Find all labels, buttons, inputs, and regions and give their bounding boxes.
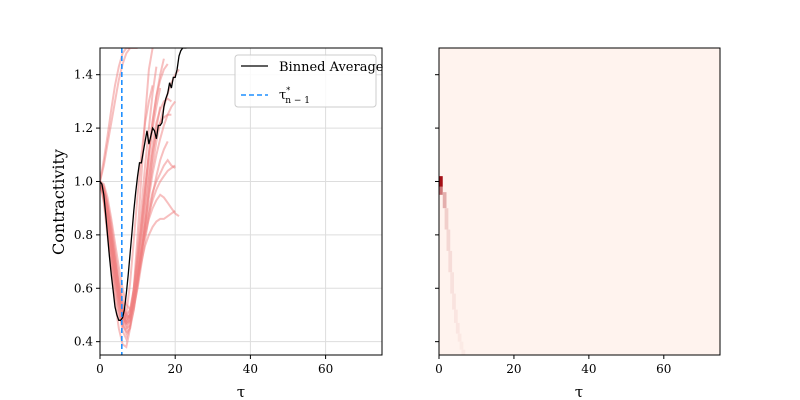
heatmap-cells — [439, 176, 466, 355]
heatmap-cell — [442, 192, 447, 209]
trajectory-line — [100, 97, 172, 323]
right-heatmap-panel: 0 20 40 60 τ — [435, 47, 721, 400]
left-y-axis-label: Contractivity — [49, 149, 68, 255]
heatmap-cell — [444, 208, 449, 230]
heatmap-cell — [453, 309, 458, 323]
right-x-tick-label: 0 — [435, 362, 443, 376]
right-x-ticks: 0 20 40 60 — [435, 355, 671, 376]
left-y-ticks: 0.4 0.6 0.8 1.0 1.2 1.4 — [74, 68, 100, 349]
heatmap-cell — [461, 349, 466, 355]
legend-label-binned-average: Binned Average — [279, 60, 384, 75]
left-chart-panel: 0 20 40 60 0.4 0.6 0.8 1.0 1.2 1.4 τ Contractivi… — [49, 47, 384, 400]
heatmap-cell — [455, 322, 460, 334]
left-x-tick-label: 20 — [168, 362, 183, 376]
heatmap-background — [439, 48, 720, 355]
right-x-tick-label: 40 — [581, 362, 596, 376]
heatmap-cell — [452, 293, 456, 310]
heatmap-cell — [448, 250, 453, 273]
heatmap-cell — [459, 341, 464, 350]
left-y-tick-label: 1.2 — [74, 121, 93, 135]
binned-average-line — [100, 48, 187, 321]
legend-box — [234, 54, 377, 108]
left-y-tick-label: 1.0 — [74, 174, 93, 188]
right-y-ticks — [435, 74, 439, 343]
right-x-tick-label: 20 — [506, 362, 521, 376]
left-axes-frame — [99, 47, 383, 356]
left-y-tick-label: 0.4 — [74, 335, 93, 349]
heatmap-cell — [446, 229, 451, 251]
heatmap-cell — [450, 272, 454, 294]
trajectory-line — [100, 100, 177, 325]
left-binned-average — [100, 48, 187, 321]
right-x-axis-label: τ — [575, 383, 583, 400]
left-y-tick-label: 0.8 — [74, 228, 93, 242]
right-x-tick-label: 60 — [656, 362, 671, 376]
left-y-tick-label: 0.6 — [74, 281, 93, 295]
left-x-tick-label: 60 — [318, 362, 333, 376]
left-x-ticks: 0 20 40 60 — [96, 355, 333, 376]
left-y-tick-label: 1.4 — [74, 68, 93, 82]
heatmap-cell — [457, 333, 462, 342]
heatmap-cell — [439, 186, 443, 195]
trajectory-line — [100, 48, 131, 182]
left-x-tick-label: 40 — [243, 362, 258, 376]
legend: Binned Average τ* n − 1 — [234, 54, 384, 108]
trajectory-line — [100, 48, 138, 182]
left-x-axis-label: τ — [237, 383, 245, 400]
heatmap-cell — [439, 176, 443, 187]
right-axes-frame — [438, 47, 721, 356]
left-x-tick-label: 0 — [96, 362, 104, 376]
